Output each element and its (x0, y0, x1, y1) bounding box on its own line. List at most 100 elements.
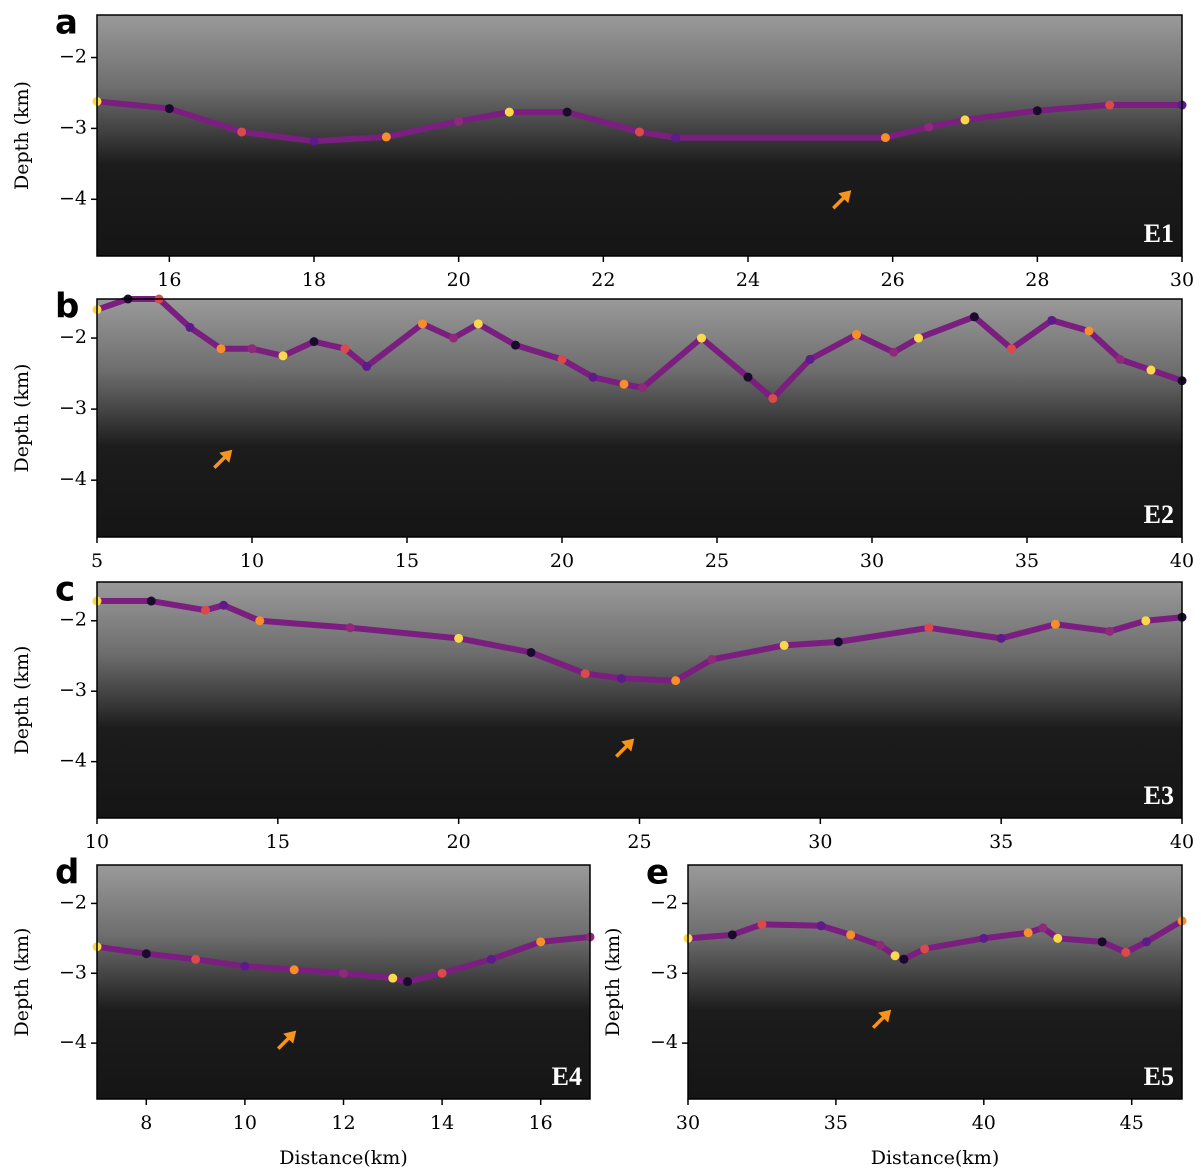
trace-point (309, 136, 319, 146)
panel-letter: b (55, 287, 79, 327)
arrow-head (878, 1009, 892, 1023)
x-tick-label: 30 (1170, 269, 1194, 291)
x-tick-label: 35 (824, 1112, 848, 1134)
x-tick-label: 12 (331, 1112, 355, 1134)
profile-label: E3 (1144, 781, 1174, 810)
trace-point (833, 637, 843, 647)
x-tick-label: 10 (85, 831, 109, 853)
x-tick-label: 30 (676, 1112, 700, 1134)
trace-point (768, 393, 778, 403)
trace-point (816, 921, 826, 931)
trace-point (278, 351, 288, 361)
trace-point (164, 104, 174, 114)
arrow-head (219, 449, 233, 463)
trace-point (362, 361, 372, 371)
x-tick-label: 40 (1170, 550, 1194, 572)
trace-point (914, 333, 923, 343)
trace-point (1146, 365, 1156, 375)
y-tick-label: −3 (59, 961, 87, 983)
x-tick-label: 35 (989, 831, 1013, 853)
trace-point (1105, 100, 1115, 110)
trace-point (454, 633, 464, 643)
trace-point (1084, 326, 1094, 336)
trace-point (638, 383, 648, 393)
trace-point (852, 330, 861, 340)
y-tick-label: −2 (59, 46, 87, 68)
trace-point (454, 116, 464, 126)
x-tick-label: 16 (157, 269, 181, 291)
trace-point (1142, 937, 1152, 947)
trace-point (216, 344, 226, 354)
trace-point (671, 676, 681, 686)
trace-point (920, 944, 930, 954)
x-tick-label: 15 (266, 831, 290, 853)
depth-trace (96, 933, 591, 985)
trace-point (237, 127, 247, 137)
trace-point (924, 122, 934, 132)
depth-trace (96, 296, 1183, 402)
x-tick-label: 40 (1170, 831, 1194, 853)
trace-point (671, 133, 681, 143)
panel-letter: a (55, 3, 78, 43)
trace-point (1047, 315, 1057, 325)
y-axis-label: Depth (km) (602, 928, 624, 1037)
trace-point (219, 600, 229, 610)
trace-point (345, 623, 355, 633)
trace-point (255, 616, 265, 626)
trace-point (309, 337, 319, 347)
trace-point (875, 940, 885, 950)
x-tick-label: 5 (91, 550, 103, 572)
x-tick-label: 16 (529, 1112, 553, 1134)
x-tick-label: 40 (972, 1112, 996, 1134)
trace-point (247, 344, 257, 354)
x-tick-label: 18 (302, 269, 326, 291)
trace-point (1053, 933, 1063, 943)
x-tick-label: 14 (430, 1112, 454, 1134)
y-tick-label: −3 (59, 116, 87, 138)
trace-point (635, 127, 644, 137)
trace-point (526, 647, 536, 657)
trace-point (240, 961, 250, 971)
trace-point (805, 354, 815, 364)
x-tick-label: 30 (808, 831, 832, 853)
axes-frame (96, 298, 1183, 538)
trace-point (486, 954, 496, 964)
trace-point (340, 344, 350, 354)
trace-point (339, 968, 348, 978)
trace-point (146, 596, 156, 606)
trace-point (185, 322, 195, 332)
trace-point (1007, 344, 1016, 354)
trace-point (191, 954, 201, 964)
x-tick-label: 30 (860, 550, 884, 572)
trace-point (381, 132, 391, 142)
y-tick-label: −4 (59, 468, 87, 490)
x-tick-label: 35 (1015, 550, 1039, 572)
radargram (97, 865, 590, 1099)
y-tick-label: −2 (59, 609, 87, 631)
trace-point (996, 633, 1006, 643)
x-tick-label: 8 (140, 1112, 152, 1134)
y-tick-label: −3 (59, 679, 87, 701)
trace-point (588, 372, 598, 382)
trace-point (580, 669, 590, 679)
trace-point (437, 968, 447, 978)
depth-trace (97, 598, 1183, 684)
x-tick-label: 24 (736, 269, 760, 291)
radargram (688, 865, 1182, 1099)
panel-letter: e (646, 853, 669, 893)
trace-point (141, 949, 151, 959)
profile-label: E5 (1144, 1062, 1174, 1091)
trace-point (557, 354, 567, 364)
x-axis-label: Distance(km) (871, 1147, 1000, 1169)
x-tick-label: 25 (705, 550, 729, 572)
trace-point (969, 312, 979, 322)
trace-point (779, 640, 789, 650)
trace-point (846, 930, 856, 940)
trace-point (1038, 923, 1048, 933)
panel-letter: d (55, 853, 79, 893)
x-tick-label: 20 (550, 550, 574, 572)
x-tick-label: 15 (395, 550, 419, 572)
x-tick-label: 45 (1120, 1112, 1144, 1134)
trace-point (924, 623, 934, 633)
y-tick-label: −3 (59, 397, 87, 419)
